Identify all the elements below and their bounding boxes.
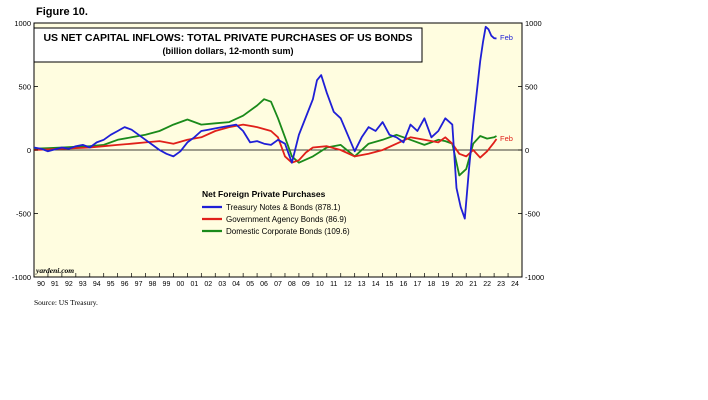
y-tick-label-left: 0 [27,146,31,155]
end-label-agency: Feb [500,134,513,143]
legend-label-agency: Government Agency Bonds (86.9) [226,215,347,224]
source-note: Source: US Treasury. [34,298,98,307]
x-tick-label: 23 [497,281,505,288]
x-tick-label: 96 [121,281,129,288]
x-tick-label: 20 [455,281,463,288]
legend-label-corporate: Domestic Corporate Bonds (109.6) [226,227,350,236]
x-tick-label: 00 [177,281,185,288]
x-tick-label: 18 [427,281,435,288]
x-tick-label: 99 [163,281,171,288]
y-tick-label-left: 1000 [14,19,31,28]
watermark: yardeni.com [35,266,74,275]
x-tick-label: 03 [218,281,226,288]
x-tick-label: 24 [511,281,519,288]
x-tick-label: 92 [65,281,73,288]
x-tick-label: 22 [483,281,491,288]
series-layer [33,25,498,220]
x-tick-label: 02 [204,281,212,288]
x-tick-label: 15 [386,281,394,288]
legend: Net Foreign Private Purchases Treasury N… [202,189,350,236]
x-tick-label: 06 [260,281,268,288]
x-tick-label: 21 [469,281,477,288]
x-tick-label: 09 [302,281,310,288]
y-tick-label-left: -1000 [12,273,31,282]
x-tick-label: 05 [246,281,254,288]
x-tick-label: 94 [93,281,101,288]
y-tick-label-left: 500 [18,83,31,92]
legend-label-treasury: Treasury Notes & Bonds (878.1) [226,203,341,212]
x-tick-label: 14 [372,281,380,288]
y-tick-label-right: -1000 [525,273,544,282]
x-tick-label: 10 [316,281,324,288]
x-tick-label: 01 [190,281,198,288]
x-tick-label: 19 [441,281,449,288]
series-line-treasury [33,25,497,220]
x-tick-label: 11 [330,281,337,288]
y-tick-label-right: 1000 [525,19,542,28]
x-tick-label: 07 [274,281,282,288]
x-tick-label: 16 [400,281,408,288]
x-tick-label: 90 [37,281,45,288]
legend-title: Net Foreign Private Purchases [202,189,326,199]
x-tick-label: 97 [135,281,143,288]
y-tick-label-right: 500 [525,83,538,92]
chart-title: US NET CAPITAL INFLOWS: TOTAL PRIVATE PU… [43,32,412,44]
y-tick-label-left: -500 [16,210,31,219]
x-tick-label: 91 [51,281,59,288]
x-tick-label: 98 [149,281,157,288]
y-tick-label-right: -500 [525,210,540,219]
x-tick-label: 95 [107,281,115,288]
x-tick-label: 17 [414,281,422,288]
chart-subtitle: (billion dollars, 12-month sum) [162,46,293,56]
title-box: US NET CAPITAL INFLOWS: TOTAL PRIVATE PU… [33,27,423,63]
end-label-treasury: Feb [500,33,513,42]
x-tick-label: 04 [232,281,240,288]
x-tick-label: 13 [358,281,366,288]
figure-label: Figure 10. [36,6,88,18]
x-tick-label: 08 [288,281,296,288]
x-tick-label: 93 [79,281,87,288]
y-tick-label-right: 0 [525,146,529,155]
x-tick-label: 12 [344,281,352,288]
